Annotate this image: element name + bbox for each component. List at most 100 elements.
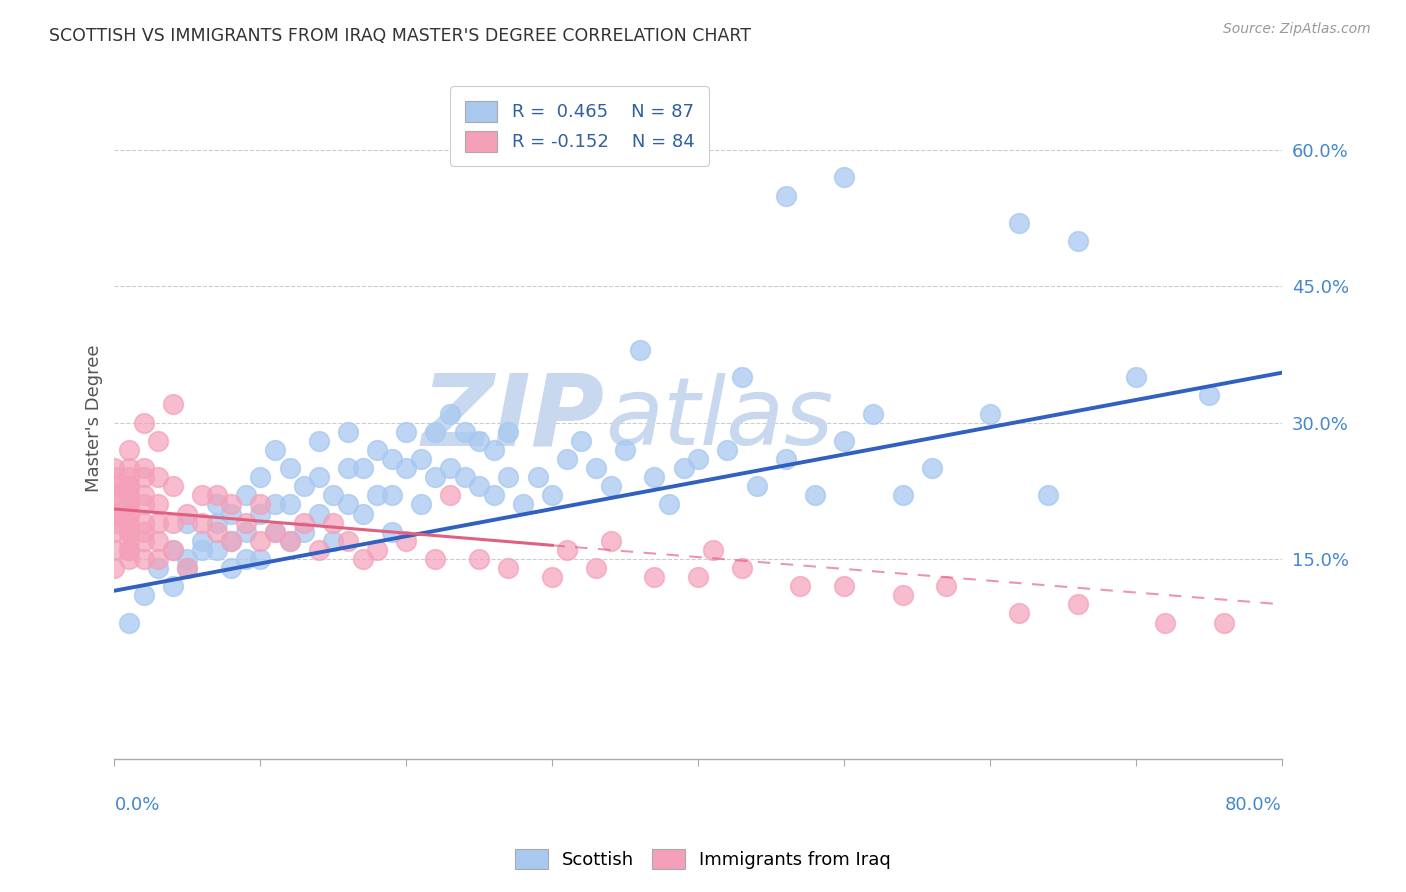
Point: [439, 461, 461, 475]
Point: [205, 497, 228, 511]
Point: [103, 507, 125, 521]
Point: [219, 561, 242, 575]
Point: [395, 461, 418, 475]
Point: [118, 479, 141, 493]
Point: [571, 434, 593, 448]
Point: [336, 461, 359, 475]
Point: [541, 570, 564, 584]
Point: [148, 470, 170, 484]
Point: [322, 488, 344, 502]
Point: [176, 516, 198, 530]
Point: [409, 452, 432, 467]
Point: [482, 488, 505, 502]
Point: [132, 461, 155, 475]
Point: [219, 507, 242, 521]
Point: [118, 461, 141, 475]
Point: [322, 516, 344, 530]
Point: [614, 442, 637, 457]
Text: ZIP: ZIP: [422, 369, 605, 467]
Point: [148, 533, 170, 548]
Point: [103, 488, 125, 502]
Point: [132, 416, 155, 430]
Point: [832, 434, 855, 448]
Point: [832, 579, 855, 593]
Point: [731, 370, 754, 384]
Point: [118, 516, 141, 530]
Point: [1154, 615, 1177, 630]
Point: [1125, 370, 1147, 384]
Point: [118, 552, 141, 566]
Point: [789, 579, 811, 593]
Point: [555, 542, 578, 557]
Point: [498, 470, 520, 484]
Legend: Scottish, Immigrants from Iraq: Scottish, Immigrants from Iraq: [506, 839, 900, 879]
Point: [643, 570, 665, 584]
Point: [118, 615, 141, 630]
Point: [322, 533, 344, 548]
Point: [425, 425, 447, 439]
Point: [219, 533, 242, 548]
Point: [132, 516, 155, 530]
Point: [336, 425, 359, 439]
Point: [745, 479, 768, 493]
Point: [526, 470, 548, 484]
Point: [235, 524, 257, 539]
Point: [366, 542, 388, 557]
Point: [176, 561, 198, 575]
Point: [512, 497, 534, 511]
Point: [191, 516, 214, 530]
Point: [118, 507, 141, 521]
Point: [264, 524, 287, 539]
Point: [132, 488, 155, 502]
Point: [249, 497, 271, 511]
Point: [132, 552, 155, 566]
Point: [1066, 234, 1088, 248]
Point: [103, 470, 125, 484]
Point: [891, 488, 914, 502]
Point: [599, 533, 621, 548]
Point: [425, 552, 447, 566]
Point: [118, 542, 141, 557]
Point: [731, 561, 754, 575]
Point: [688, 452, 710, 467]
Point: [103, 488, 125, 502]
Point: [1008, 216, 1031, 230]
Point: [921, 461, 943, 475]
Point: [118, 488, 141, 502]
Point: [308, 507, 330, 521]
Point: [628, 343, 651, 357]
Point: [278, 533, 301, 548]
Point: [205, 542, 228, 557]
Point: [832, 170, 855, 185]
Point: [688, 570, 710, 584]
Point: [308, 470, 330, 484]
Point: [103, 542, 125, 557]
Point: [308, 434, 330, 448]
Point: [453, 470, 475, 484]
Point: [425, 470, 447, 484]
Point: [352, 507, 374, 521]
Point: [366, 488, 388, 502]
Point: [891, 588, 914, 602]
Point: [249, 533, 271, 548]
Point: [979, 407, 1001, 421]
Point: [118, 507, 141, 521]
Point: [498, 425, 520, 439]
Text: 80.0%: 80.0%: [1225, 797, 1282, 814]
Point: [381, 524, 404, 539]
Point: [278, 461, 301, 475]
Point: [482, 442, 505, 457]
Point: [148, 552, 170, 566]
Point: [118, 497, 141, 511]
Point: [804, 488, 827, 502]
Point: [148, 516, 170, 530]
Point: [1008, 607, 1031, 621]
Point: [176, 561, 198, 575]
Point: [103, 507, 125, 521]
Point: [658, 497, 681, 511]
Point: [118, 442, 141, 457]
Point: [935, 579, 957, 593]
Point: [292, 479, 315, 493]
Point: [118, 542, 141, 557]
Point: [162, 479, 184, 493]
